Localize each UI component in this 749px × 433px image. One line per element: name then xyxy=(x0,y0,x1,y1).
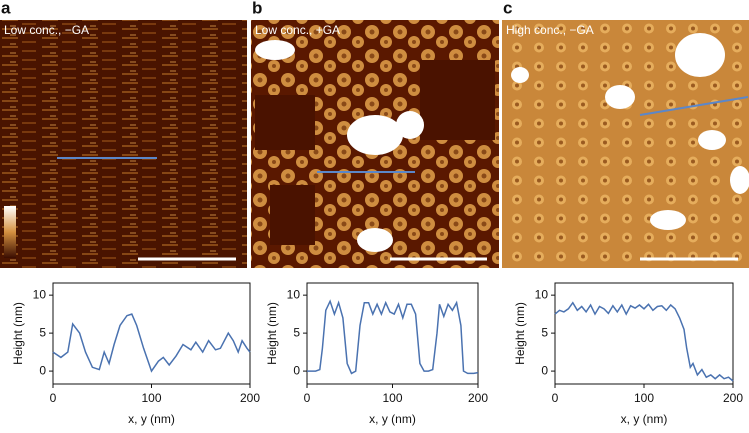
plot-frame xyxy=(306,282,479,385)
x-tick-label: 200 xyxy=(723,391,743,405)
color-bar xyxy=(4,206,16,258)
x-tick-label: 0 xyxy=(50,391,57,405)
y-tick-label: 5 xyxy=(293,325,300,339)
image-caption: Low conc., +GA xyxy=(255,23,340,37)
y-tick-label: 0 xyxy=(293,363,300,377)
y-tick-label: 0 xyxy=(39,363,46,377)
y-tick-label: 10 xyxy=(33,287,47,301)
afm-features xyxy=(255,40,495,252)
y-tick-label: 0 xyxy=(541,363,548,377)
line-series xyxy=(554,301,734,382)
afm-image xyxy=(0,20,247,268)
y-tick-label: 5 xyxy=(39,325,46,339)
x-axis-label: x, y (nm) xyxy=(369,412,416,426)
line-series xyxy=(52,313,251,373)
panel-label: c xyxy=(503,0,512,17)
x-tick-label: 200 xyxy=(240,391,260,405)
plot-frame xyxy=(554,282,734,385)
y-tick-label: 10 xyxy=(535,287,549,301)
image-caption: High conc., −GA xyxy=(506,23,594,37)
y-axis-label: Height (nm) xyxy=(11,302,25,365)
x-tick-label: 200 xyxy=(468,391,488,405)
x-tick-label: 100 xyxy=(382,391,402,405)
y-tick-label: 10 xyxy=(287,287,301,301)
x-tick-label: 100 xyxy=(141,391,161,405)
afm-features xyxy=(511,33,749,230)
y-axis-label: Height (nm) xyxy=(265,302,279,365)
x-tick-label: 100 xyxy=(634,391,654,405)
y-axis-label: Height (nm) xyxy=(513,302,527,365)
panel-label: b xyxy=(252,0,262,17)
x-axis-label: x, y (nm) xyxy=(621,412,668,426)
x-tick-label: 0 xyxy=(552,391,559,405)
y-tick-label: 5 xyxy=(541,325,548,339)
x-axis-label: x, y (nm) xyxy=(128,412,175,426)
profile-line xyxy=(639,96,749,116)
image-caption: Low conc., −GA xyxy=(4,23,89,37)
x-tick-label: 0 xyxy=(304,391,311,405)
panel-label: a xyxy=(1,0,11,17)
line-series xyxy=(307,299,479,375)
